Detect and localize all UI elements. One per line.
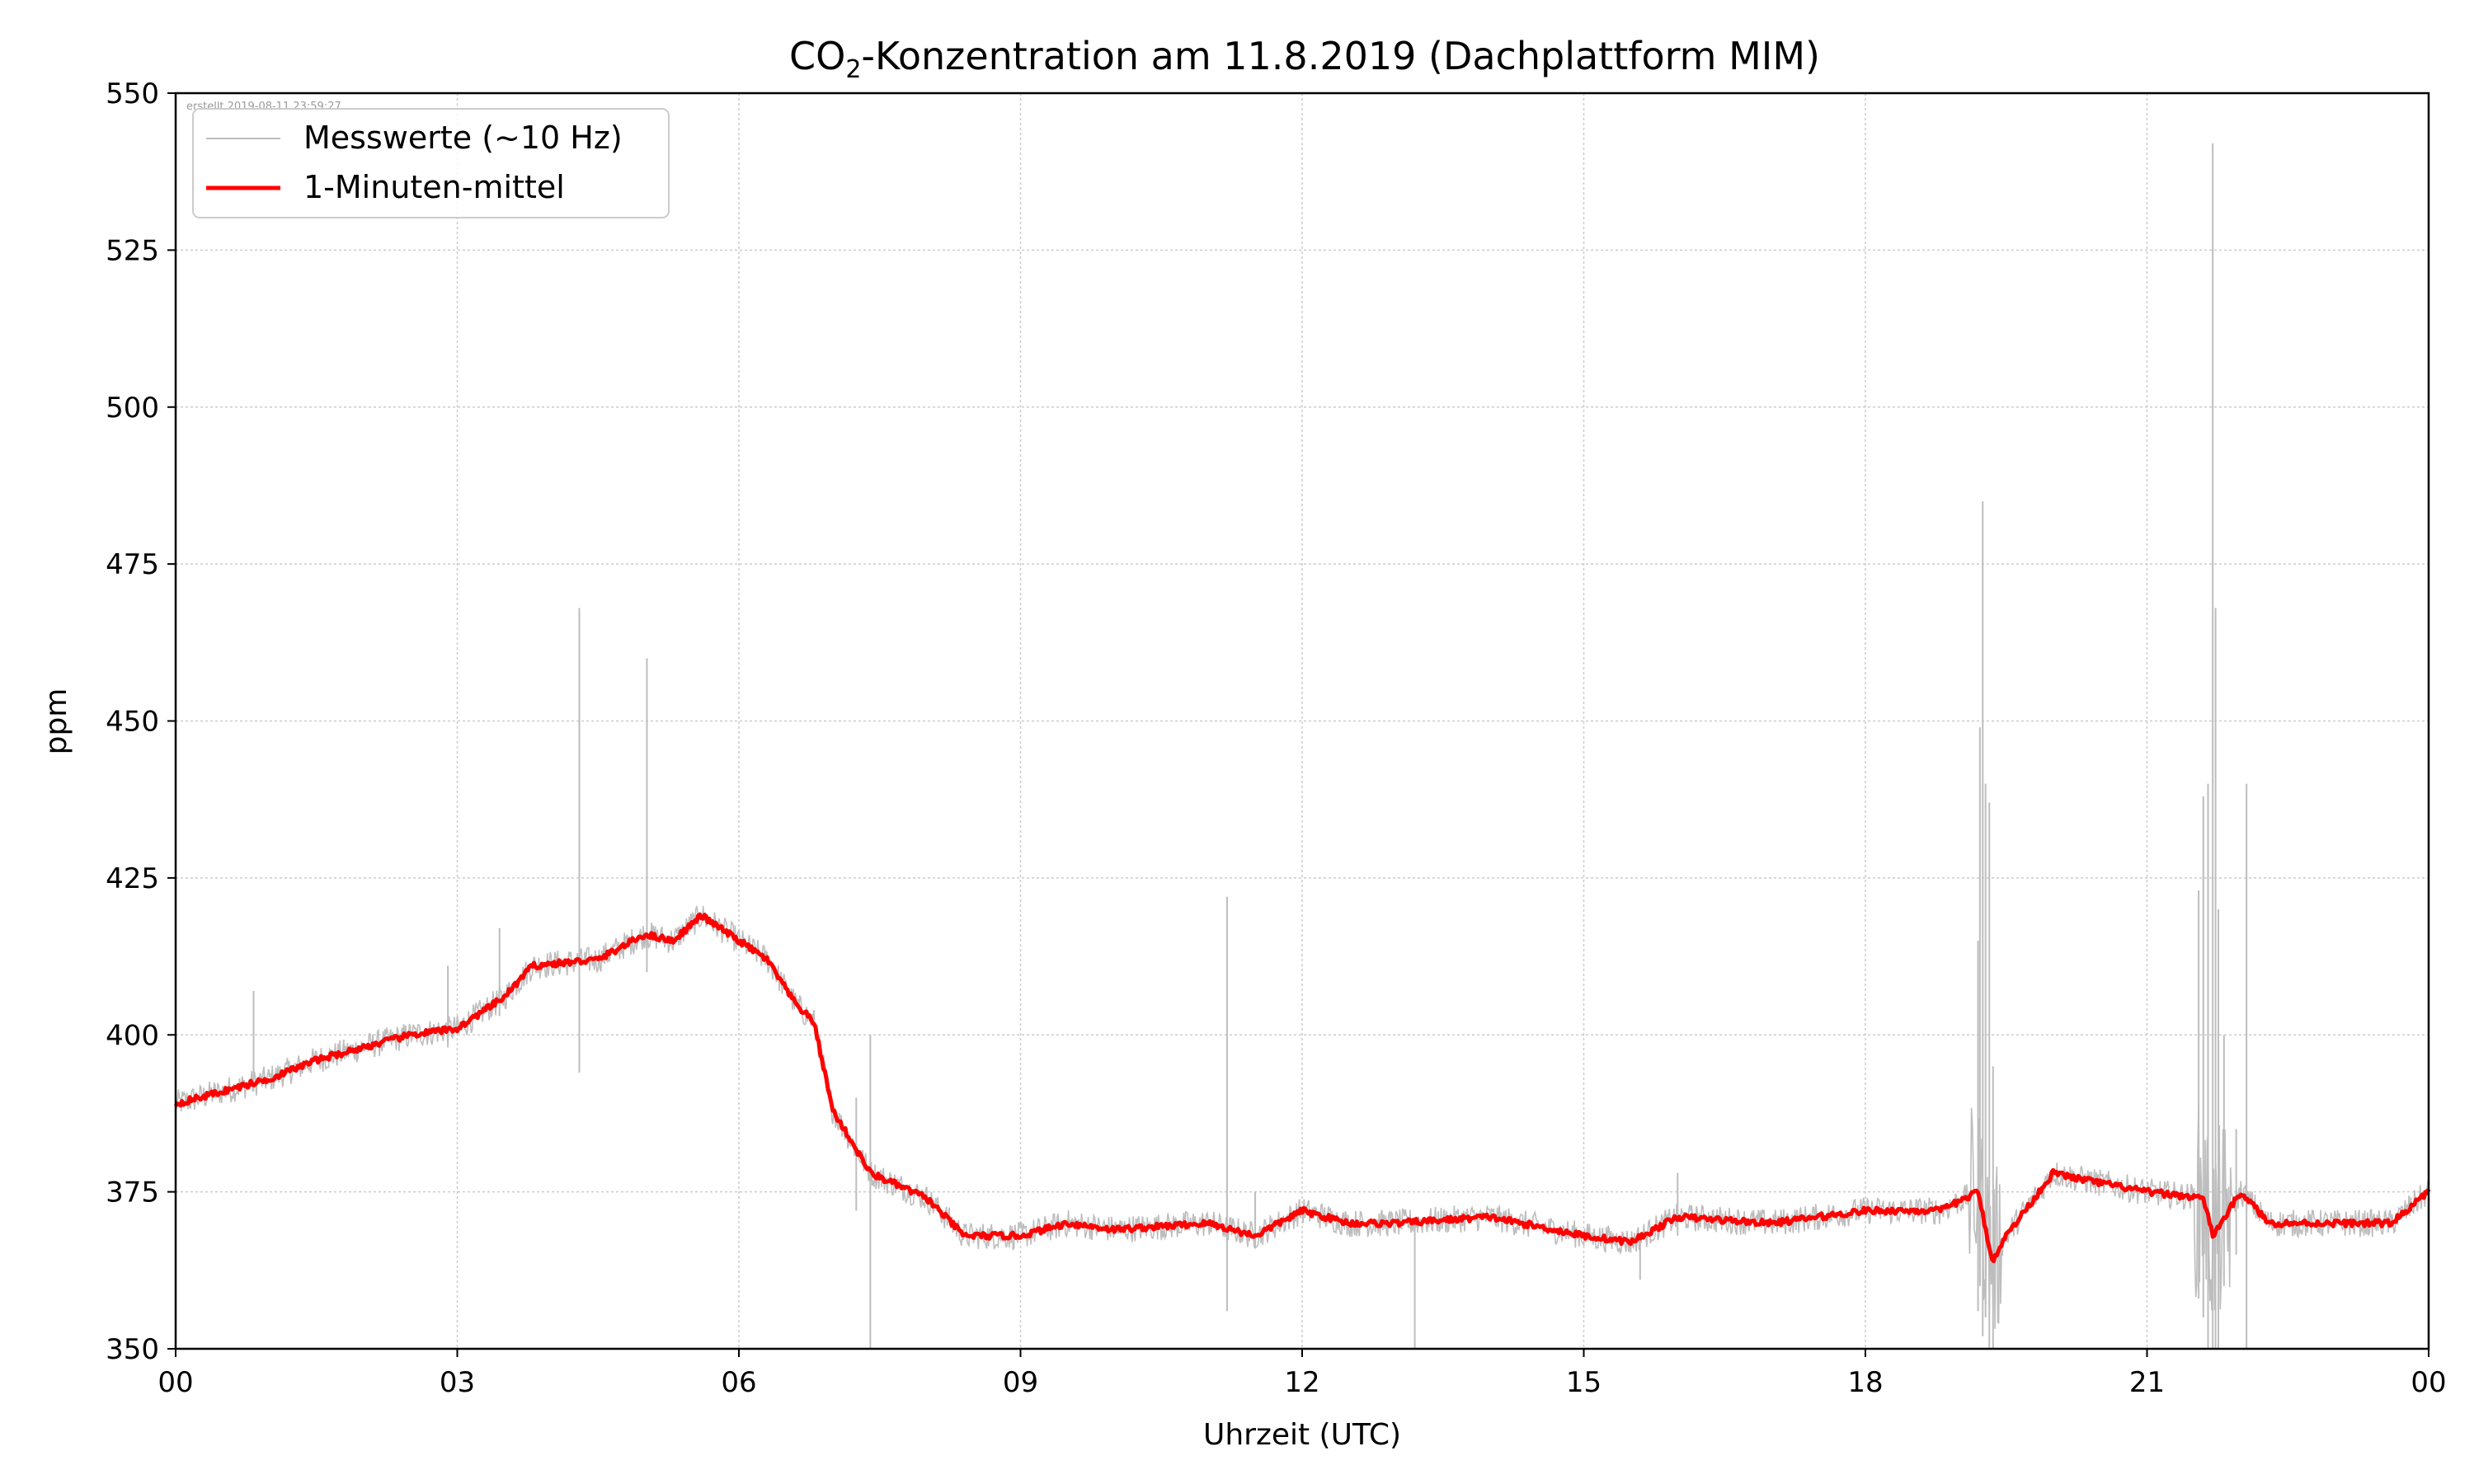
y-tick-label: 500 [106, 392, 159, 425]
y-tick-label: 400 [106, 1019, 159, 1052]
mean-series-line [173, 912, 2431, 1264]
y-tick-label: 550 [106, 77, 159, 110]
x-tick-label: 18 [1847, 1366, 1883, 1399]
y-tick-label: 375 [106, 1176, 159, 1209]
x-tick-label: 03 [440, 1366, 475, 1399]
x-tick-label: 09 [1003, 1366, 1038, 1399]
x-tick-label: 15 [1566, 1366, 1602, 1399]
y-axis: 350 375 400 425 450 475 500 525 550 [106, 77, 176, 1366]
raw-series [175, 143, 2429, 1349]
y-tick-label: 475 [106, 548, 159, 581]
legend-box [192, 108, 670, 218]
chart-title: CO2-Konzentration am 11.8.2019 (Dachplat… [789, 34, 1820, 84]
y-tick-label: 525 [106, 234, 159, 267]
legend-label-raw: Messwerte (~10 Hz) [303, 120, 623, 156]
x-tick-label: 00 [158, 1366, 193, 1399]
y-tick-label: 425 [106, 862, 159, 895]
y-tick-label: 350 [106, 1333, 159, 1366]
x-tick-label: 21 [2129, 1366, 2165, 1399]
chart-title-subscript: 2 [845, 55, 861, 84]
legend-label-mean: 1-Minuten-mittel [303, 169, 565, 205]
x-axis: 00 03 06 09 12 15 18 21 00 [158, 1349, 2447, 1399]
chart-title-rest: -Konzentration am 11.8.2019 (Dachplattfo… [861, 34, 1820, 78]
x-tick-label: 00 [2411, 1366, 2446, 1399]
chart-title-main: CO [789, 34, 845, 78]
x-tick-label: 06 [721, 1366, 756, 1399]
x-axis-label: Uhrzeit (UTC) [1203, 1418, 1401, 1452]
x-tick-label: 12 [1284, 1366, 1319, 1399]
mean-series [173, 912, 2431, 1264]
y-axis-label: ppm [40, 688, 73, 755]
y-tick-label: 450 [106, 706, 159, 739]
legend: Messwerte (~10 Hz) 1-Minuten-mittel [192, 108, 670, 218]
